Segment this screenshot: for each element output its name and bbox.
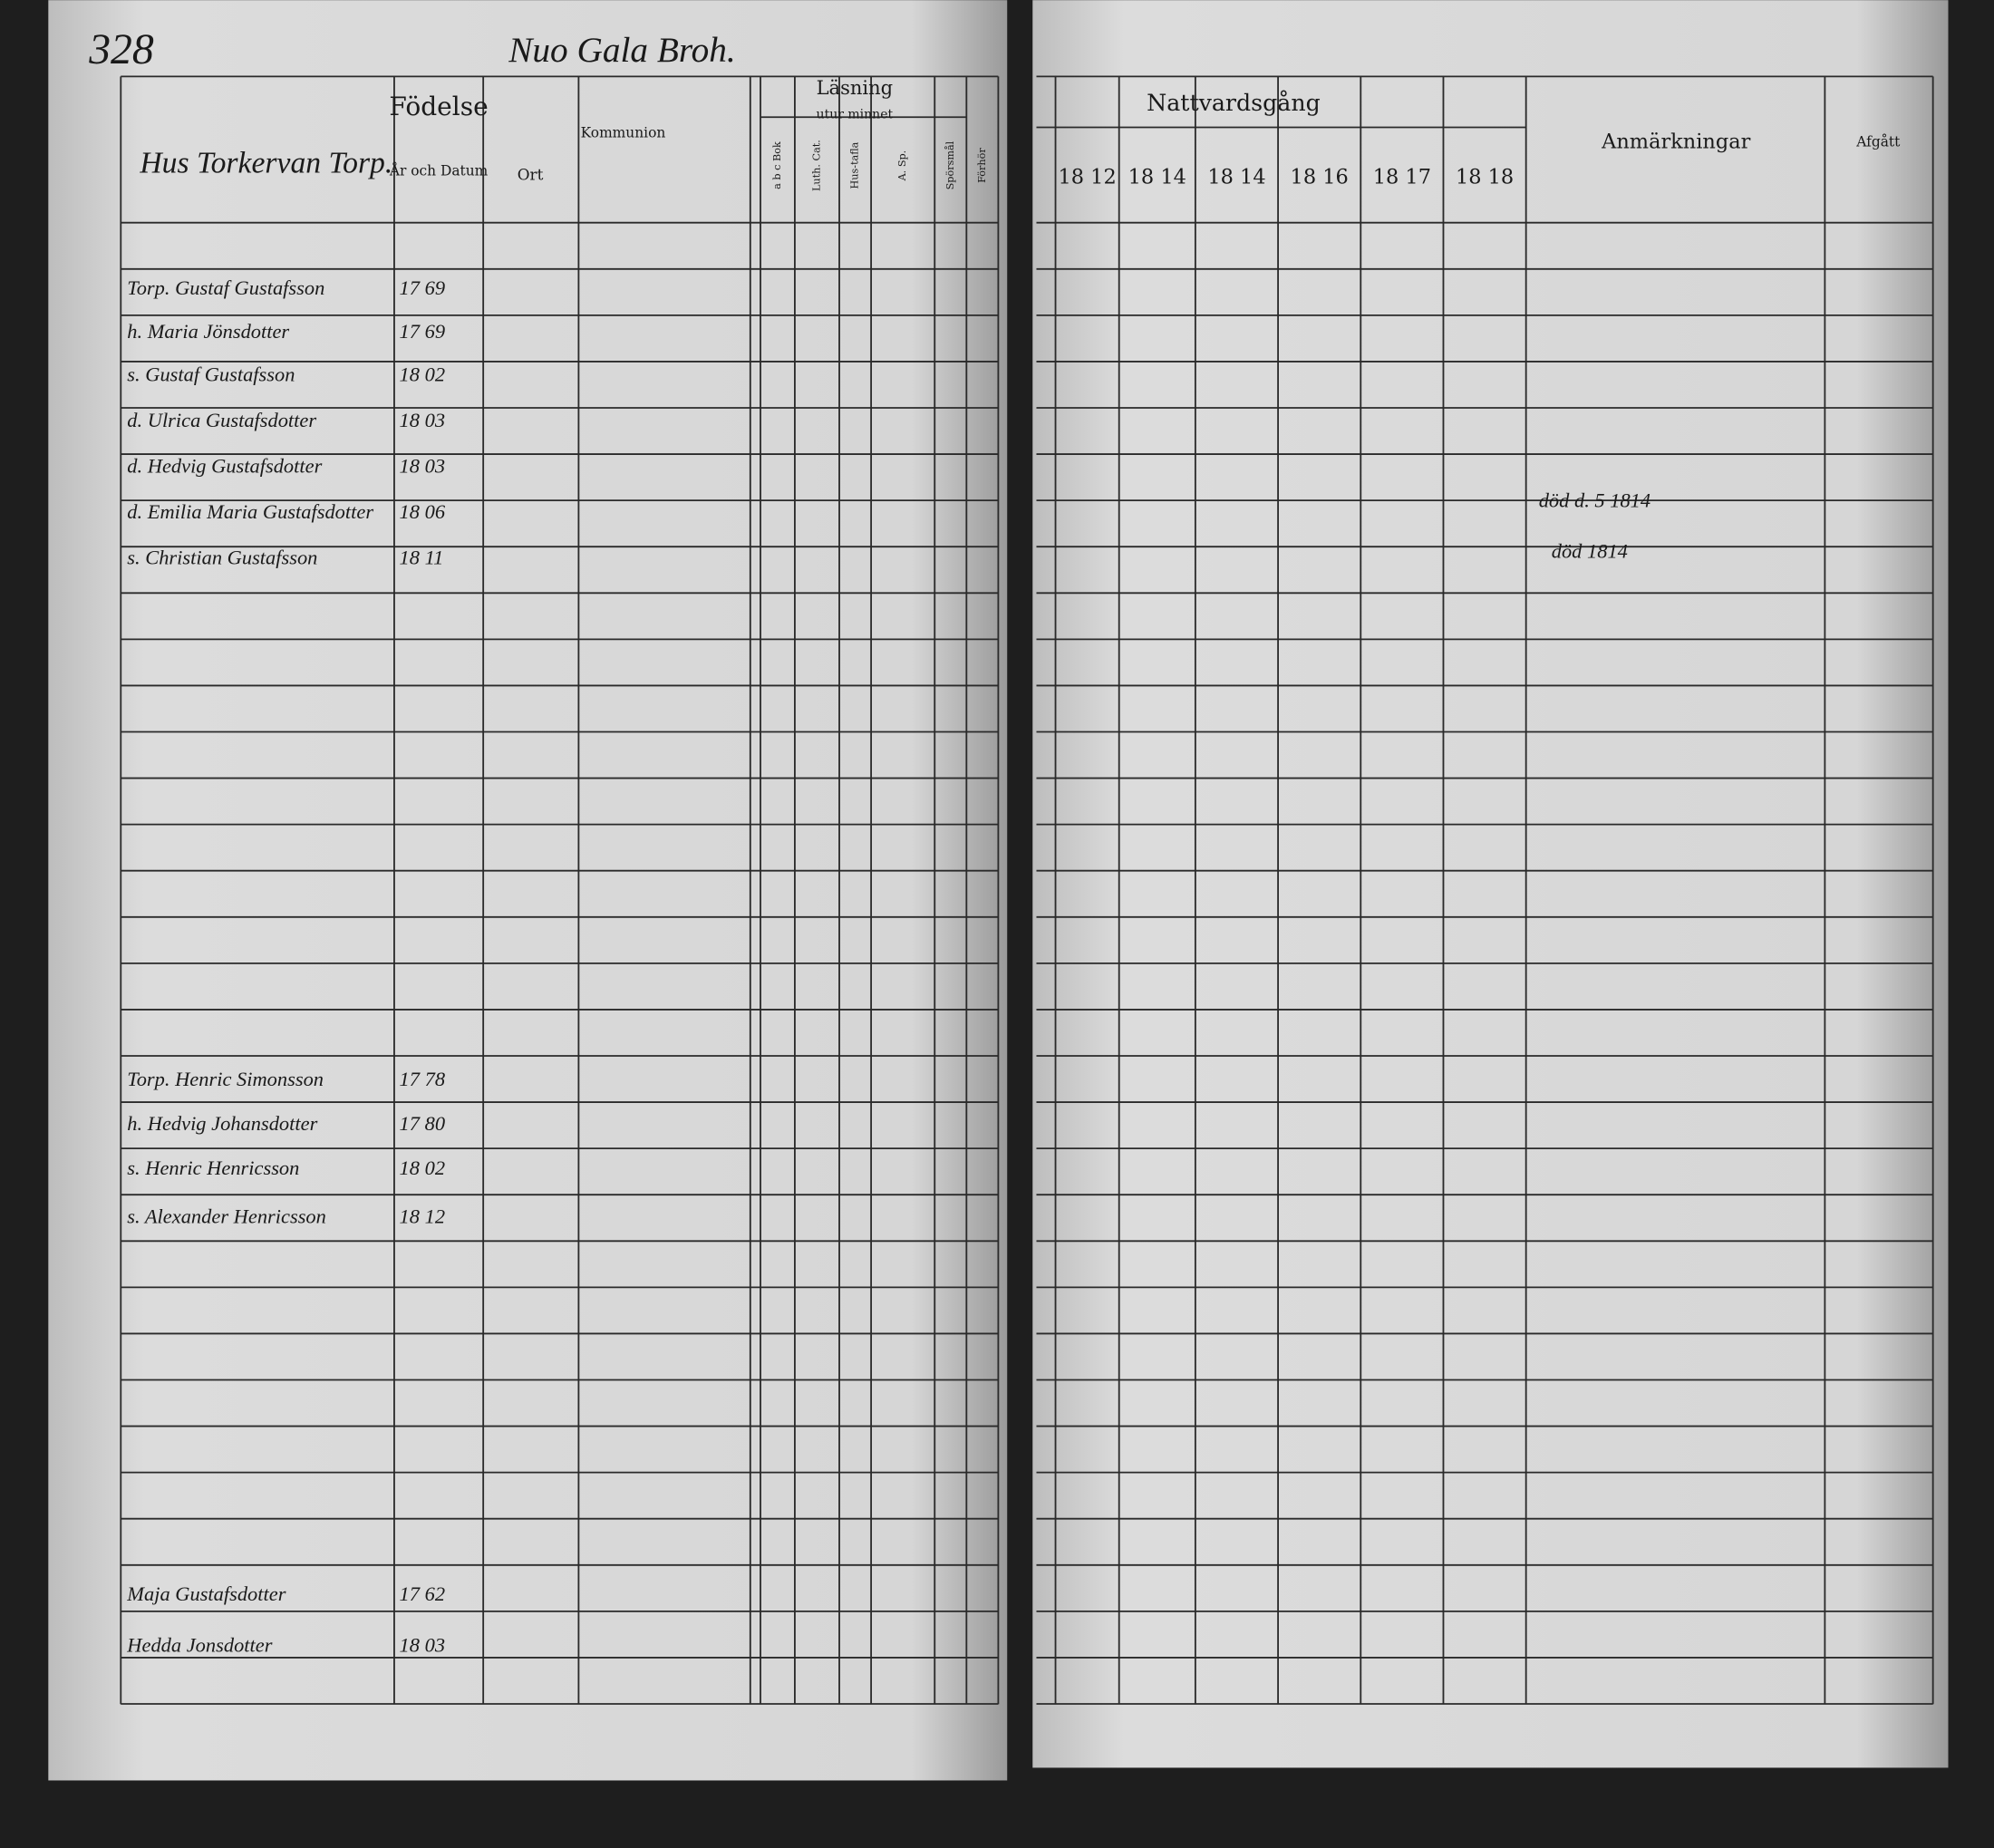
- entry-birth: 18 02: [400, 363, 445, 386]
- entry-birth: 17 69: [400, 320, 445, 343]
- entry-name: h. Hedvig Johansdotter: [127, 1112, 317, 1135]
- entry-birth: 18 12: [400, 1205, 445, 1227]
- birth-header: Födelse: [389, 92, 488, 121]
- departed-header: Afgått: [1855, 133, 1901, 150]
- entry-name: s. Henric Henricsson: [127, 1156, 299, 1179]
- right-page: [1032, 0, 1949, 1768]
- remark: död 1814: [1552, 540, 1628, 563]
- communion-title: Nattvardsgång: [1147, 89, 1321, 116]
- entry-birth: 18 02: [400, 1156, 445, 1179]
- entry-birth: 18 03: [400, 409, 445, 431]
- entry-name: Torp. Henric Simonsson: [127, 1068, 324, 1090]
- entry-name: s. Gustaf Gustafsson: [127, 363, 295, 386]
- remarks-header: Anmärkningar: [1601, 130, 1750, 153]
- reading-header: Läsning: [817, 76, 894, 99]
- reading-col-header: Luth. Cat.: [810, 140, 822, 191]
- entry-birth: 17 80: [400, 1112, 445, 1135]
- entry-birth: 18 06: [400, 500, 446, 523]
- communion-year: 18 17: [1373, 166, 1431, 189]
- reading-col-header: Spörsmål: [944, 140, 956, 189]
- entry-name: d. Ulrica Gustafsdotter: [127, 409, 316, 431]
- entry-birth: 17 69: [400, 276, 445, 299]
- entry-birth: 18 03: [400, 455, 445, 478]
- communion-header: Kommunion: [581, 124, 666, 140]
- communion-year: 18 16: [1291, 166, 1349, 189]
- entry-birth: 18 11: [400, 547, 444, 569]
- entry-name: d. Hedvig Gustafsdotter: [127, 455, 322, 478]
- page-number: 328: [88, 25, 154, 73]
- entry-birth: 17 78: [400, 1068, 445, 1090]
- birth-date-header: År och Datum: [389, 163, 489, 179]
- reading-col-header: Förhör: [976, 148, 988, 183]
- parish: Nuo Gala Broh.: [508, 31, 736, 70]
- entry-name: Maja Gustafsdotter: [126, 1582, 286, 1605]
- remark: död d. 5 1814: [1539, 489, 1650, 512]
- entry-name: s. Alexander Henricsson: [127, 1205, 326, 1227]
- communion-year: 18 12: [1059, 166, 1117, 189]
- entry-name: d. Emilia Maria Gustafsdotter: [127, 500, 373, 523]
- reading-col-header: Hus-tafla: [849, 141, 861, 189]
- ruled-grid: [120, 75, 1934, 1705]
- entry-birth: 18 03: [400, 1633, 445, 1656]
- household-title: Hus Torkervan Torp.: [139, 146, 392, 179]
- communion-year: 18 14: [1207, 166, 1265, 189]
- reading-col-header: a b c Bok: [771, 141, 783, 189]
- entry-name: h. Maria Jönsdotter: [127, 320, 289, 343]
- entry-birth: 17 62: [400, 1582, 445, 1605]
- left-page: [48, 0, 1008, 1781]
- reading-col-header: A. Sp.: [896, 150, 908, 182]
- birth-place-header: Ort: [518, 165, 544, 183]
- communion-year: 18 18: [1456, 166, 1514, 189]
- entry-name: s. Christian Gustafsson: [127, 547, 317, 569]
- entry-name: Hedda Jonsdotter: [126, 1633, 272, 1656]
- by-heart-header: utur minnet: [817, 107, 894, 121]
- entry-name: Torp. Gustaf Gustafsson: [127, 276, 324, 299]
- communion-year: 18 14: [1128, 166, 1186, 189]
